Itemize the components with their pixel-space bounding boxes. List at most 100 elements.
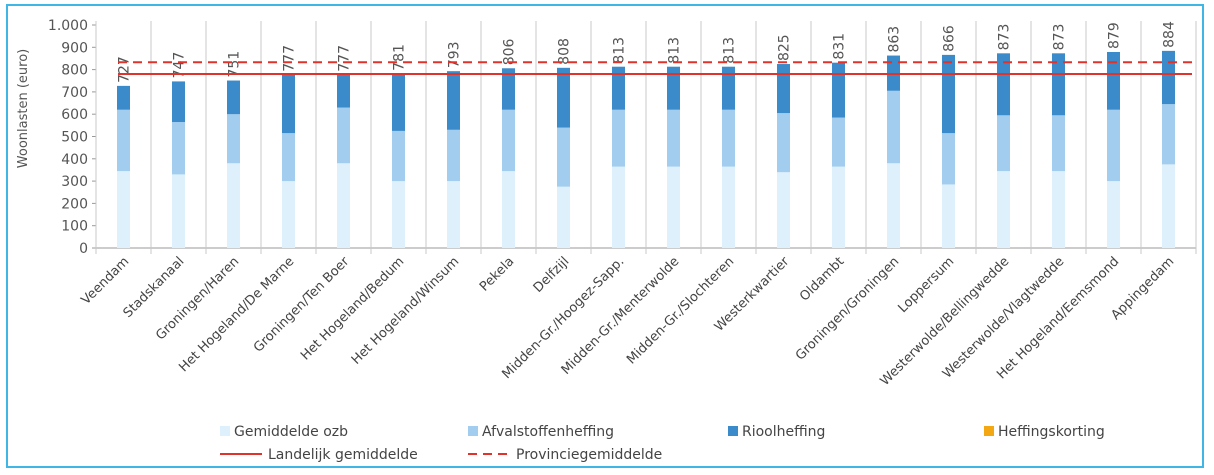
bar-segment-gemiddelde-ozb [1107, 181, 1120, 248]
bar-total-label: 813 [722, 37, 738, 64]
bar-total-label: 727 [117, 56, 133, 83]
y-tick-label: 200 [61, 196, 88, 212]
bar-segment-gemiddelde-ozb [502, 171, 515, 248]
bar-segment-afvalstoffenheffing [997, 115, 1010, 172]
bar-total-label: 873 [997, 24, 1013, 51]
bar-segment-afvalstoffenheffing [392, 130, 405, 182]
x-tick-label: Midden-Gr./Slochteren [624, 254, 737, 367]
y-tick-label: 400 [61, 152, 88, 168]
bar-total-label: 884 [1162, 21, 1178, 48]
bar-total-label: 781 [392, 44, 408, 71]
bar-segment-rioolheffing [282, 74, 295, 134]
bar-segment-gemiddelde-ozb [1052, 171, 1065, 248]
bar-total-label: 808 [557, 38, 573, 65]
x-tick-label: Veendam [79, 254, 133, 308]
bar-segment-afvalstoffenheffing [777, 113, 790, 173]
x-tick-label: Pekela [477, 254, 517, 294]
bar-segment-rioolheffing [172, 81, 185, 123]
x-tick-label: Oldambt [797, 254, 847, 304]
bar-segment-gemiddelde-ozb [942, 184, 955, 248]
y-tick-label: 800 [61, 63, 88, 79]
bar-segment-afvalstoffenheffing [502, 109, 515, 172]
bar-segment-afvalstoffenheffing [557, 127, 570, 187]
bar-segment-rioolheffing [227, 80, 240, 115]
bar-segment-gemiddelde-ozb [447, 181, 460, 248]
bar-segment-afvalstoffenheffing [942, 133, 955, 185]
legend-label: Afvalstoffenheffing [482, 424, 614, 440]
legend-swatch [220, 426, 230, 436]
bar-segment-afvalstoffenheffing [227, 114, 240, 164]
bar-segment-gemiddelde-ozb [997, 171, 1010, 248]
bar-segment-afvalstoffenheffing [722, 109, 735, 167]
y-tick-label: 300 [61, 174, 88, 190]
bar-segment-gemiddelde-ozb [1162, 164, 1175, 248]
legend-item: Gemiddelde ozb [220, 424, 348, 440]
bar-total-label: 879 [1107, 22, 1123, 49]
bar-segment-afvalstoffenheffing [887, 90, 900, 164]
bar-segment-gemiddelde-ozb [337, 163, 350, 248]
bar-segment-gemiddelde-ozb [172, 174, 185, 248]
bar-total-label: 863 [887, 26, 903, 53]
bar-segment-rioolheffing [942, 54, 955, 134]
bar-segment-gemiddelde-ozb [227, 163, 240, 248]
legend-swatch [984, 426, 994, 436]
bar-segment-afvalstoffenheffing [667, 109, 680, 167]
bar-total-label: 806 [502, 38, 518, 65]
bar-segment-gemiddelde-ozb [392, 181, 405, 248]
bar-total-label: 873 [1052, 24, 1068, 51]
legend-item: Afvalstoffenheffing [468, 424, 614, 440]
bar-segment-gemiddelde-ozb [887, 163, 900, 248]
bar-total-label: 825 [777, 34, 793, 61]
bar-segment-afvalstoffenheffing [172, 122, 185, 175]
legend-swatch [468, 426, 478, 436]
bar-segment-afvalstoffenheffing [282, 133, 295, 182]
legend-label: Rioolheffing [742, 424, 825, 440]
x-tick-label: Groningen/Groningen [793, 254, 902, 363]
bar-total-label: 831 [832, 33, 848, 60]
bar-segment-rioolheffing [502, 68, 515, 110]
bar-segment-afvalstoffenheffing [1162, 104, 1175, 165]
bar-segment-gemiddelde-ozb [612, 166, 625, 248]
bar-segment-rioolheffing [337, 74, 350, 108]
legend-item: Landelijk gemiddelde [220, 447, 418, 463]
bar-segment-afvalstoffenheffing [1052, 115, 1065, 172]
bar-segment-afvalstoffenheffing [612, 109, 625, 167]
bar-segment-rioolheffing [392, 73, 405, 131]
bar-total-label: 793 [447, 41, 463, 68]
y-tick-label: 0 [79, 241, 88, 257]
x-tick-label: Delfzijl [531, 254, 573, 296]
bar-segment-gemiddelde-ozb [667, 166, 680, 248]
bar-total-label: 751 [227, 51, 243, 78]
bar-segment-rioolheffing [1052, 53, 1065, 116]
bar-segment-rioolheffing [117, 85, 130, 110]
legend-label: Gemiddelde ozb [234, 424, 348, 440]
bar-segment-gemiddelde-ozb [117, 171, 130, 248]
y-axis-label: Woonlasten (euro) [16, 49, 31, 168]
bar-total-label: 777 [337, 45, 353, 72]
x-tick-label: Het Hogeland/Winsum [349, 254, 463, 368]
y-tick-label: 600 [61, 107, 88, 123]
legend-item: Heffingskorting [984, 424, 1105, 440]
bar-segment-rioolheffing [832, 62, 845, 118]
legend-swatch [728, 426, 738, 436]
bar-total-label: 866 [942, 25, 958, 52]
bar-segment-gemiddelde-ozb [557, 186, 570, 248]
bar-segment-afvalstoffenheffing [337, 107, 350, 164]
bar-segment-afvalstoffenheffing [447, 129, 460, 182]
bar-segment-rioolheffing [722, 66, 735, 110]
y-tick-label: 900 [61, 40, 88, 56]
bar-total-label: 813 [612, 37, 628, 64]
bar-segment-rioolheffing [997, 53, 1010, 116]
bar-segment-rioolheffing [777, 64, 790, 114]
bar-segment-rioolheffing [447, 71, 460, 130]
bar-segment-rioolheffing [1162, 50, 1175, 105]
bar-segment-afvalstoffenheffing [117, 109, 130, 172]
bar-total-label: 813 [667, 37, 683, 64]
bar-segment-rioolheffing [557, 67, 570, 128]
legend-label: Landelijk gemiddelde [268, 447, 418, 463]
legend-item: Rioolheffing [728, 424, 825, 440]
bar-segment-rioolheffing [612, 66, 625, 110]
bar-segment-afvalstoffenheffing [1107, 109, 1120, 182]
x-tick-label: Het Hogeland/Bedum [298, 254, 407, 363]
